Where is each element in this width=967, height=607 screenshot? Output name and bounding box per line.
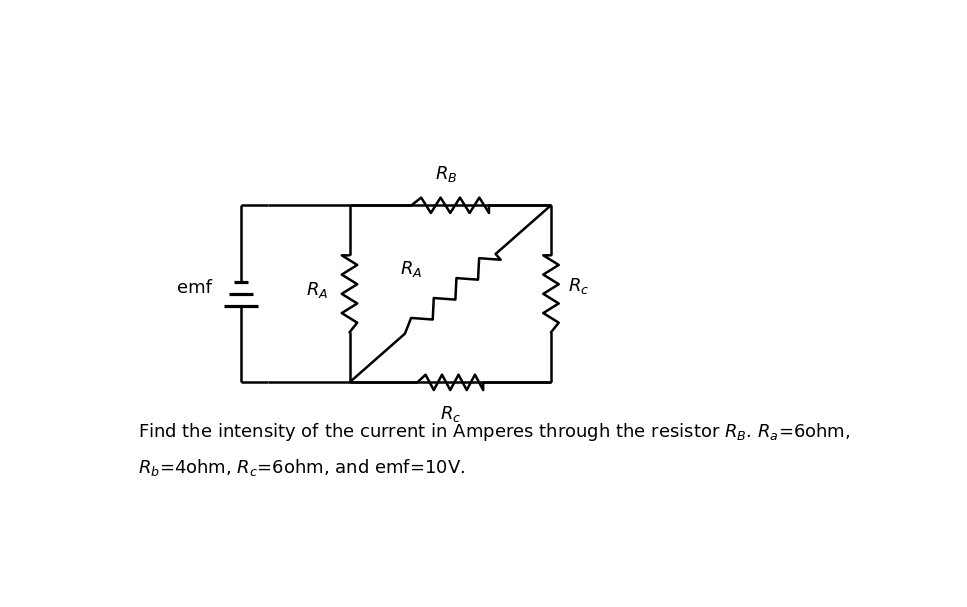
Text: $R_A$: $R_A$ (306, 280, 328, 300)
Text: $R_B$: $R_B$ (435, 164, 457, 184)
Text: $R_c$: $R_c$ (440, 404, 461, 424)
Text: $R_b$=4ohm, $R_c$=6ohm, and emf=10V.: $R_b$=4ohm, $R_c$=6ohm, and emf=10V. (138, 457, 465, 478)
Text: $R_A$: $R_A$ (400, 259, 423, 279)
Text: $R_c$: $R_c$ (568, 276, 589, 296)
Text: Find the intensity of the current in Amperes through the resistor $R_B$. $R_a$=6: Find the intensity of the current in Amp… (138, 421, 850, 443)
Text: emf: emf (177, 279, 212, 297)
